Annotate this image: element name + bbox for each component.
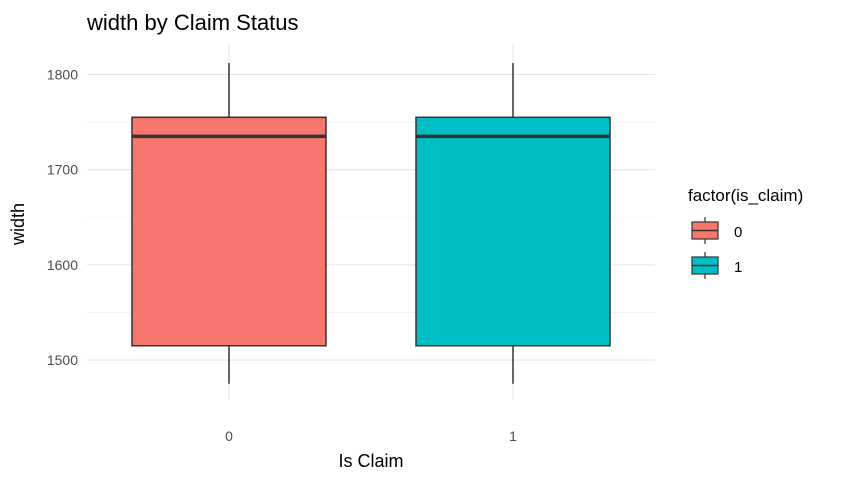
x-tick-label: 0: [225, 428, 233, 444]
y-tick-labels: 1500 1600 1700 1800: [47, 66, 78, 368]
legend-keys: [691, 217, 719, 279]
legend-key: [691, 252, 719, 279]
legend-key: [691, 217, 719, 244]
y-axis-title: width: [8, 203, 28, 246]
box-body: [415, 116, 611, 347]
box-0: [131, 63, 327, 384]
y-tick-label: 1500: [47, 352, 78, 368]
box-1: [415, 63, 611, 384]
x-tick-labels: 0 1: [225, 428, 517, 444]
x-axis-title: Is Claim: [338, 451, 403, 471]
chart-title: width by Claim Status: [86, 10, 299, 35]
box-body: [131, 116, 327, 347]
y-tick-label: 1700: [47, 162, 78, 178]
y-tick-label: 1800: [47, 66, 78, 82]
box-layer: [131, 63, 611, 384]
legend: factor(is_claim) 0 1: [688, 186, 803, 279]
legend-title: factor(is_claim): [688, 186, 803, 205]
y-tick-label: 1600: [47, 257, 78, 273]
x-tick-label: 1: [509, 428, 517, 444]
legend-label: 1: [734, 259, 742, 276]
legend-label: 0: [734, 224, 742, 241]
